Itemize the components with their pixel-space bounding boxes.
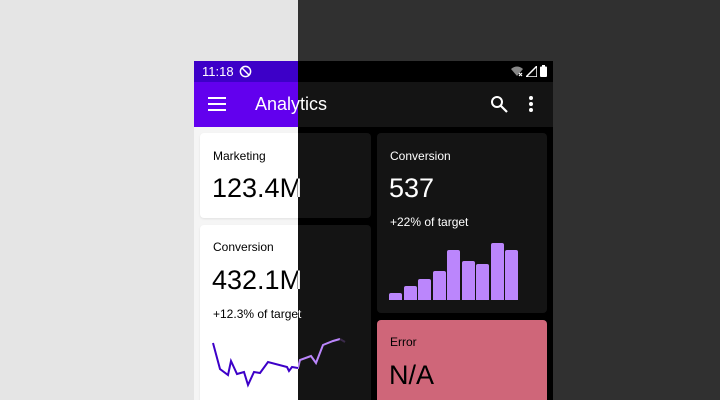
card-label: Marketing [213,149,266,163]
dashboard-content: Marketing 123.4M Conversion 432.1M +12.3… [194,127,298,400]
bar [505,250,518,300]
conversion-bar-card[interactable]: Conversion 537 +22% of target [377,133,547,313]
card-value: 123.4M [298,173,302,204]
line-chart [298,338,346,370]
card-subtitle: +12.3% of target [213,307,298,321]
card-subtitle: +12.3% of target [298,307,302,321]
status-bar [298,61,553,82]
phone-screen: 11:18 Analytics Marketing 123.4M Convers… [194,61,298,400]
bar [389,293,402,300]
app-title: Analytics [255,94,298,114]
wifi-off-icon [511,66,523,76]
card-label: Conversion [213,240,274,254]
bar [418,279,431,300]
card-value: 123.4M [212,173,298,203]
bar-chart [389,240,518,300]
card-value: 432.1M [298,265,302,296]
bar [476,264,489,300]
sync-disabled-icon [239,65,252,78]
conversion-line-card[interactable]: Conversion 432.1M +12.3% of target [298,225,371,400]
app-title: Analytics [298,94,328,114]
status-time: 11:18 [202,64,234,79]
app-bar: Analytics [194,82,298,127]
card-label: Error [390,335,417,349]
marketing-card[interactable]: Marketing 123.4M [200,133,298,218]
hamburger-menu-icon[interactable] [208,97,226,111]
dashboard-content: Marketing 123.4M Conversion 432.1M +12.3… [298,127,553,400]
more-vert-icon[interactable] [528,95,534,113]
search-icon[interactable] [490,95,508,113]
status-bar: 11:18 [194,61,298,82]
marketing-card[interactable]: Marketing 123.4M [298,133,371,218]
dark-theme-half: Analytics Marketing 123.4M Conversion 43… [298,0,720,400]
card-value: 432.1M [212,265,298,295]
signal-icon [526,65,537,77]
bar [432,271,446,300]
status-icons [511,65,547,77]
error-card[interactable]: Error N/A [377,320,547,400]
battery-icon [540,65,547,77]
app-bar: Analytics [298,82,553,127]
line-chart [212,342,298,388]
bar [447,250,460,300]
bar [403,286,417,300]
card-label: Conversion [390,149,451,163]
light-theme-half: 11:18 Analytics Marketing 123.4M Convers… [0,0,298,400]
phone-screen: Analytics Marketing 123.4M Conversion 43… [298,61,553,400]
conversion-line-card[interactable]: Conversion 432.1M +12.3% of target [200,225,298,400]
bar [461,261,475,300]
card-value: N/A [389,360,435,390]
card-subtitle: +22% of target [390,215,469,229]
bar [490,243,504,300]
card-value: 537 [389,173,435,203]
